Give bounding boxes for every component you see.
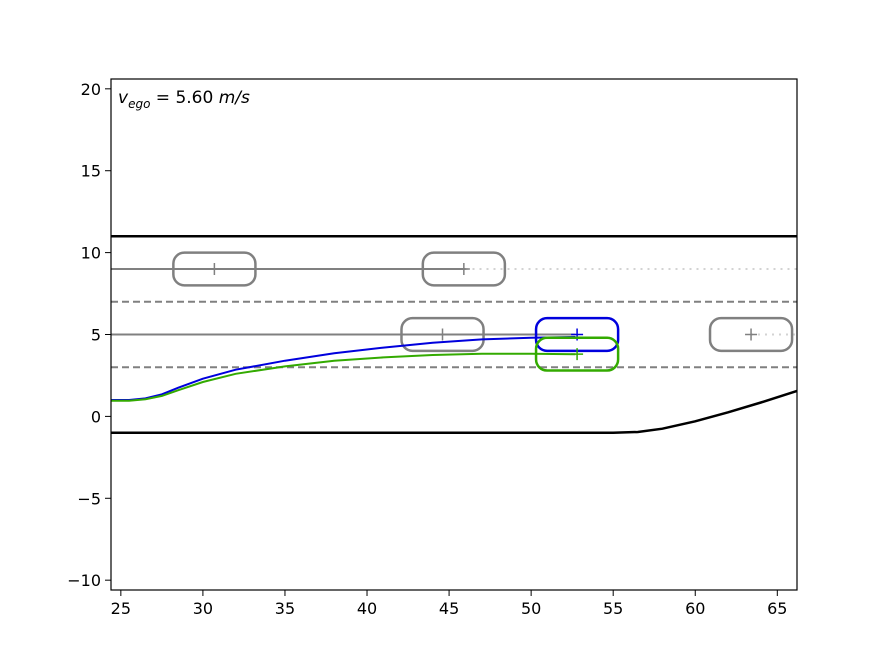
vehicle-center-2	[436, 328, 449, 341]
ego-speed-unit: m/s	[219, 88, 250, 108]
x-tick-label: 50	[521, 599, 541, 618]
ego-vehicle-actual	[534, 336, 620, 372]
x-tick-label: 45	[439, 599, 459, 618]
y-tick-label: 5	[91, 326, 101, 345]
ego-speed-symbol: v	[118, 88, 129, 108]
plot-area	[111, 234, 797, 435]
y-tick-label: 10	[81, 244, 101, 263]
vehicle-center-3	[745, 328, 758, 341]
ego-speed-annotation: vego = 5.60 m/s	[118, 88, 250, 111]
y-tick-label: −5	[77, 489, 101, 508]
x-tick-label: 65	[767, 599, 787, 618]
ego-center-actual	[571, 348, 584, 361]
y-tick-label: 15	[81, 162, 101, 181]
vehicle-box-3	[708, 316, 794, 353]
vehicle-box-1	[421, 251, 507, 287]
ego-speed-subscript: ego	[128, 97, 150, 111]
ego-trajectory-planned	[111, 336, 576, 401]
lower-boundary	[111, 389, 797, 435]
x-tick-label: 35	[275, 599, 295, 618]
x-tick-label: 55	[603, 599, 623, 618]
axis-ticks: 25 30 35 40 45 50 55 60 65 −10 −5 0 5 10 15 20	[67, 80, 787, 618]
y-tick-label: −10	[67, 571, 101, 590]
ego-trajectory-actual	[111, 352, 576, 402]
vehicle-box-2	[400, 316, 485, 353]
x-tick-label: 60	[685, 599, 705, 618]
vehicle-box-0	[172, 251, 257, 287]
y-tick-label: 0	[91, 407, 101, 426]
vehicle-center-1	[457, 262, 470, 275]
x-tick-label: 40	[357, 599, 377, 618]
ego-speed-value: = 5.60	[150, 88, 218, 108]
x-tick-label: 30	[193, 599, 213, 618]
vehicle-center-0	[208, 262, 221, 275]
y-tick-label: 20	[81, 80, 101, 99]
x-tick-label: 25	[111, 599, 131, 618]
